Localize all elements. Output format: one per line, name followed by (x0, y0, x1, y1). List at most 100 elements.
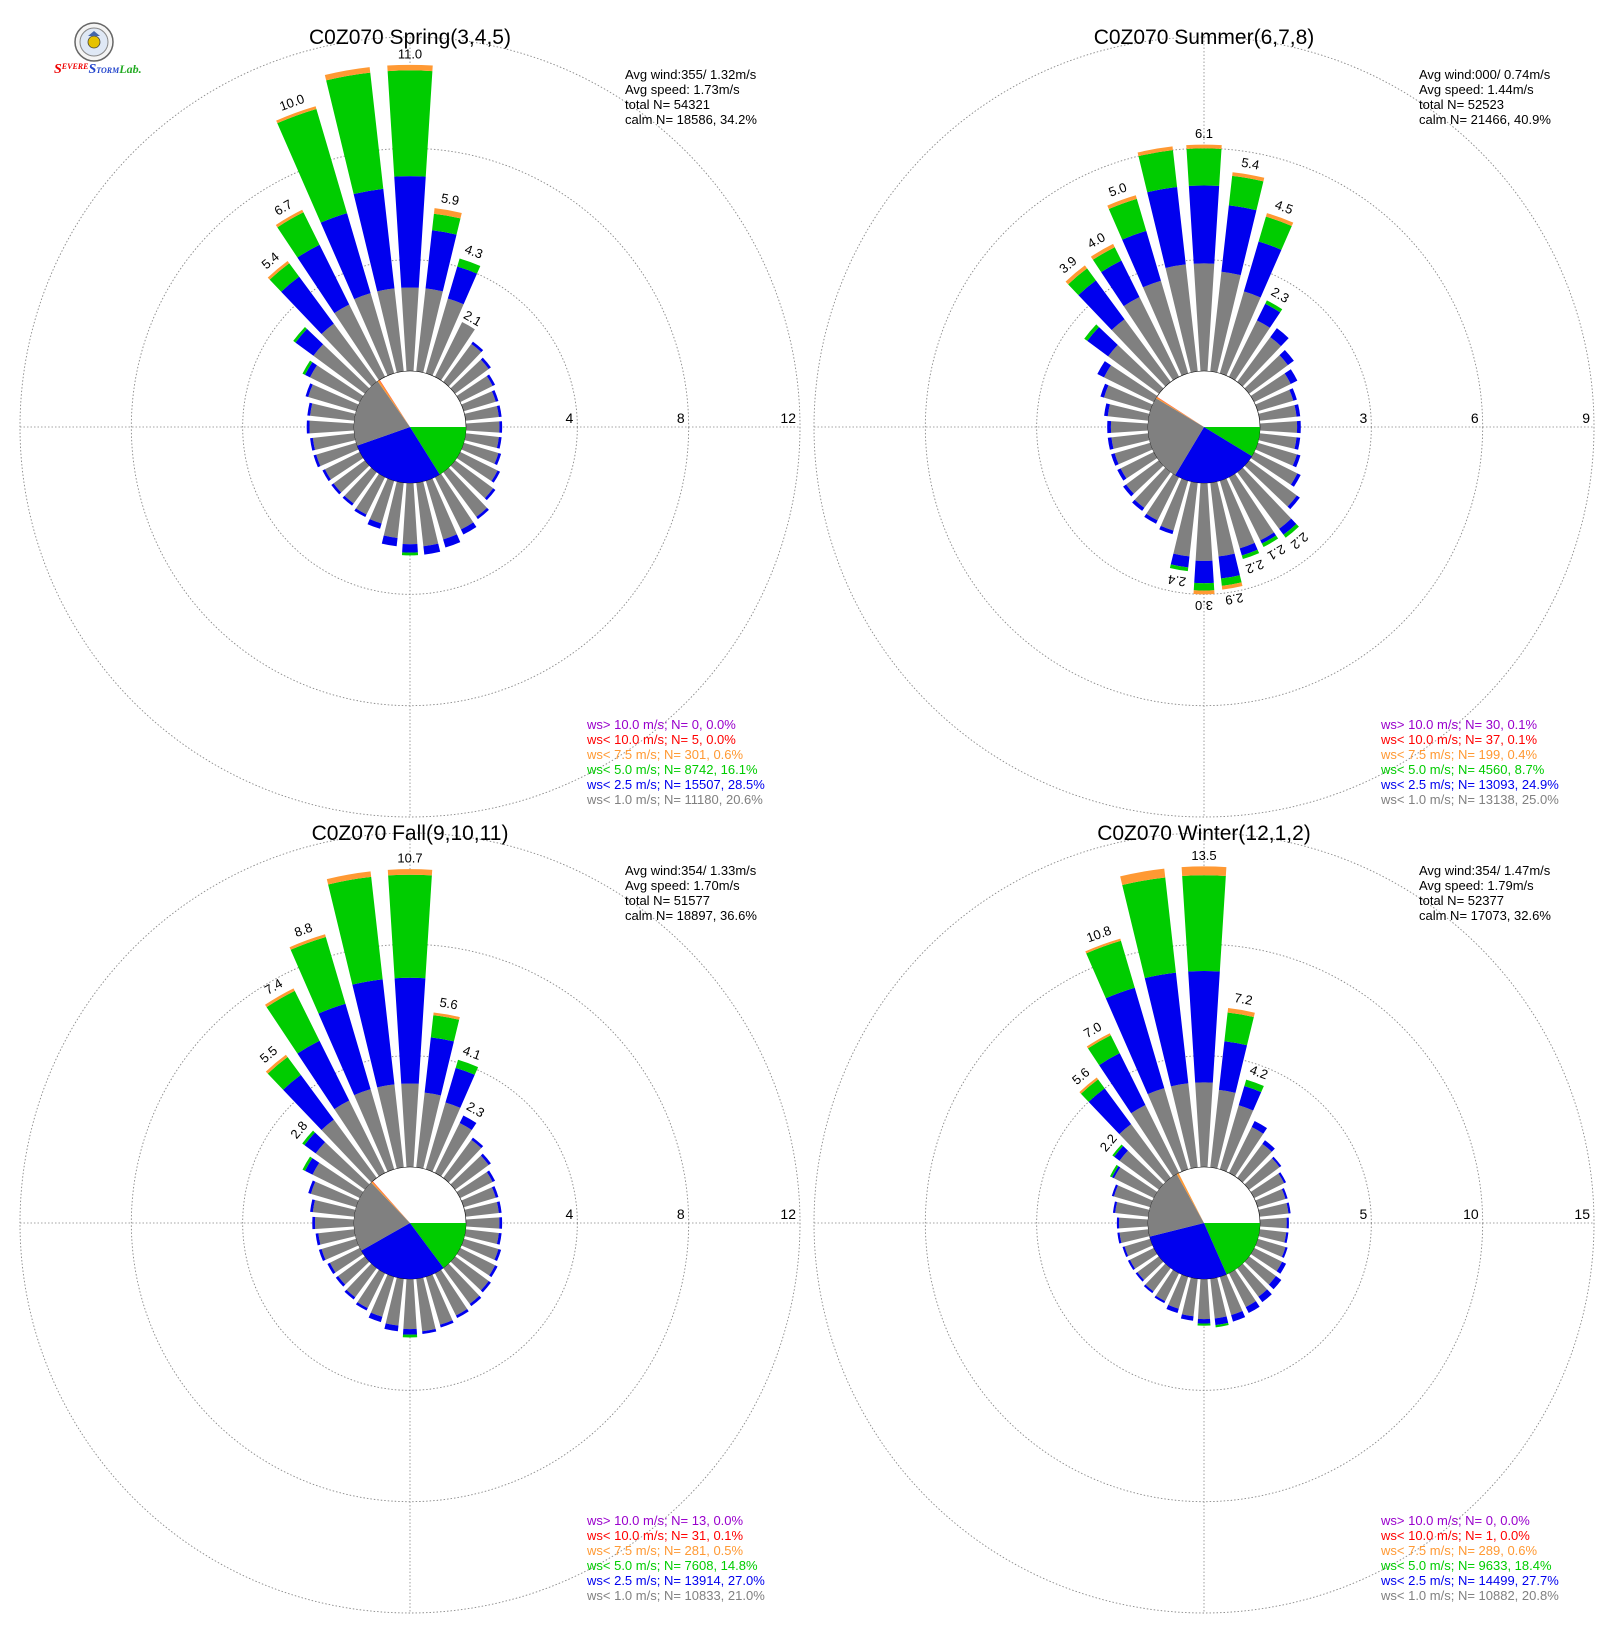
bar-segment-lt2_5 (281, 276, 334, 335)
calm-pie-slice-lt10 (1156, 396, 1204, 427)
bar-segment-lt7_5 (1186, 144, 1222, 149)
bar-segment-lt2_5 (1144, 972, 1189, 1087)
bar-segment-lt1 (316, 442, 359, 467)
bar-segment-lt1 (346, 1263, 377, 1298)
bar-value-label: 10.0 (277, 91, 306, 114)
bar-value-label: 7.0 (1081, 1019, 1104, 1041)
grid-ring (813, 36, 1595, 818)
ring-tick-label: 3 (1360, 410, 1368, 426)
calm-pie-slice-lt5 (410, 427, 466, 475)
bar-segment-lt1 (1250, 1247, 1283, 1272)
bar-segment-lt5 (1193, 582, 1215, 591)
bar-segment-lt1 (450, 1256, 489, 1291)
bar-segment-lt1 (312, 1200, 356, 1217)
bar-segment-lt5 (455, 1059, 479, 1075)
bar-segment-lt1 (1114, 442, 1153, 465)
bar-segment-lt1 (370, 1274, 395, 1317)
legend-entry-lt5: ws< 5.0 m/s; N= 9633, 18.4% (1380, 1558, 1552, 1573)
bar-value-label: 4.3 (463, 241, 485, 261)
legend-entry-lt1: ws< 1.0 m/s; N= 10833, 21.0% (586, 1588, 765, 1603)
bar-segment-lt2_5 (1194, 560, 1214, 584)
ring-tick-label: 8 (677, 1206, 685, 1222)
bar-segment-lt2_5 (1111, 1184, 1118, 1197)
bar-segment-lt2_5 (1218, 1041, 1248, 1093)
bar-segment-lt1 (1107, 404, 1150, 421)
bar-segment-lt5 (1080, 1079, 1105, 1102)
bar-segment-lt2_5 (455, 1309, 469, 1319)
bar-segment-lt2_5 (335, 1276, 346, 1287)
legend-entry-lt10: ws< 10.0 m/s; N= 37, 0.1% (1380, 732, 1538, 747)
bar-segment-lt5 (267, 1056, 301, 1090)
bar-segment-lt2_5 (494, 453, 502, 466)
bar-segment-lt2_5 (1256, 303, 1281, 328)
bar-segment-lt1 (1129, 1247, 1158, 1269)
legend-entry-lt7_5: ws< 7.5 m/s; N= 301, 0.6% (586, 747, 744, 762)
bar-value-label: 10.7 (397, 851, 422, 866)
bar-segment-lt1 (450, 359, 489, 394)
bar-segment-lt5 (1086, 940, 1135, 999)
bar-segment-lt7_5 (1065, 265, 1088, 285)
bar-segment-lt2_5 (1278, 1172, 1287, 1184)
bar-value-label: 13.5 (1191, 848, 1216, 863)
bar-segment-lt1 (416, 481, 439, 547)
bar-segment-lt2_5 (1294, 437, 1301, 450)
stats-line: Avg speed: 1.70m/s (625, 878, 740, 893)
bar-segment-lt1 (1250, 1173, 1285, 1199)
bar-segment-lt2_5 (1104, 403, 1110, 417)
bar-segment-lt2_5 (1260, 532, 1277, 544)
ring-tick-label: 10 (1463, 1206, 1479, 1222)
bar-segment-lt1 (1119, 1124, 1171, 1183)
bar-segment-lt1 (315, 1142, 370, 1190)
bar-segment-lt5 (302, 360, 313, 375)
bar-segment-lt1 (1195, 1082, 1213, 1168)
bar-segment-lt5 (1261, 535, 1279, 547)
bar-segment-lt1 (318, 1229, 356, 1245)
bar-segment-lt2_5 (491, 390, 499, 402)
bar-value-label: 2.3 (464, 1098, 487, 1120)
bar-value-label: 2.2 (1244, 557, 1266, 577)
bar-segment-lt5 (328, 876, 383, 985)
calm-pie-slice-lt5 (410, 1223, 466, 1268)
calm-pie-slice-lt10 (372, 1181, 410, 1223)
bar-segment-lt2_5 (402, 544, 418, 553)
bar-segment-lt7_5 (387, 64, 433, 72)
windrose-panel-1: 3 6 96.15.44.52.32.22.12.22.93.02.43.94.05… (813, 26, 1595, 818)
bar-segment-lt1 (1113, 1167, 1158, 1199)
calm-pie-slice-lt7_5 (371, 1181, 410, 1223)
bar-segment-lt1 (1228, 320, 1270, 381)
bar-segment-lt2_5 (1258, 1289, 1272, 1303)
bar-segment-lt1 (309, 420, 355, 434)
bar-segment-lt1 (464, 433, 499, 449)
calm-pie-slice-lt2_5 (1175, 427, 1252, 483)
bar-segment-lt1 (1181, 1277, 1198, 1317)
bar-segment-lt2_5 (1123, 484, 1134, 497)
bar-segment-lt1 (334, 304, 386, 381)
bar-segment-lt1 (1237, 337, 1282, 387)
bar-segment-lt2_5 (1239, 542, 1258, 556)
bar-segment-lt5 (1087, 1035, 1120, 1066)
logo-text: SEVERESTORMLab. (54, 62, 142, 77)
bar-segment-lt5 (387, 70, 433, 177)
bar-segment-lt2_5 (1286, 1217, 1289, 1229)
bar-segment-lt1 (310, 1181, 359, 1208)
stats-line: total N= 51577 (625, 893, 710, 908)
bar-segment-lt7_5 (1193, 590, 1215, 595)
legend-entry-lt10: ws< 10.0 m/s; N= 1, 0.0% (1380, 1528, 1530, 1543)
bar-segment-lt2_5 (422, 1328, 437, 1334)
bar-segment-lt1 (1142, 280, 1189, 376)
bar-segment-lt5 (388, 874, 432, 979)
bar-segment-lt5 (269, 263, 300, 292)
bar-value-label: 3.0 (1195, 598, 1213, 613)
bar-segment-lt2_5 (1107, 437, 1114, 450)
bar-segment-lt7_5 (1181, 866, 1227, 876)
bar-segment-lt1 (1124, 1238, 1153, 1257)
bar-segment-lt7_5 (1227, 1008, 1255, 1018)
legend-entry-lt2_5: ws< 2.5 m/s; N= 13914, 27.0% (586, 1573, 765, 1588)
stats-line: calm N= 18897, 36.6% (625, 908, 757, 923)
bar-segment-lt5 (1224, 1012, 1254, 1046)
bar-segment-lt2_5 (384, 1323, 399, 1332)
bar-segment-lt2_5 (320, 213, 371, 300)
bar-segment-lt2_5 (425, 230, 457, 292)
